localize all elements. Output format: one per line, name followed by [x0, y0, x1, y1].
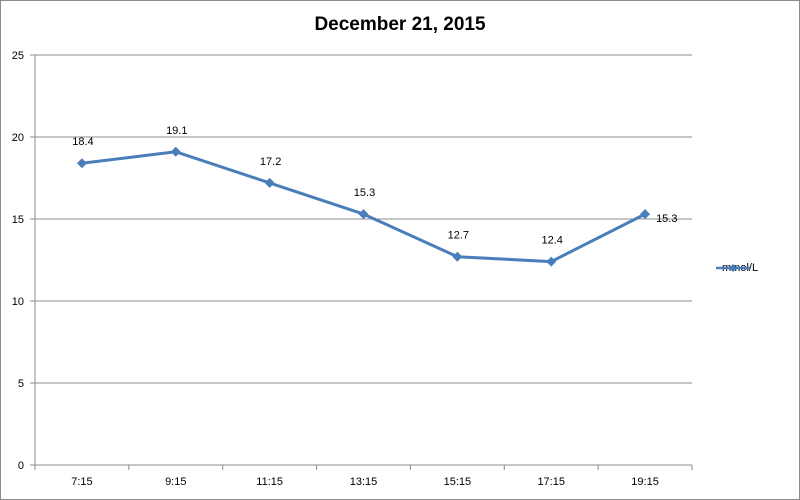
y-tick-label: 25 — [12, 50, 24, 62]
data-labels: 18.4 19.1 17.2 15.3 12.7 12.4 15.3 — [72, 125, 677, 247]
x-tick-label: 15:15 — [444, 476, 472, 488]
y-tick-label: 15 — [12, 214, 24, 226]
x-axis-ticks: 7:15 9:15 11:15 13:15 15:15 17:15 19:15 — [34, 465, 693, 488]
chart-title: December 21, 2015 — [314, 14, 486, 35]
data-label: 17.2 — [260, 156, 281, 168]
x-tick-label: 7:15 — [71, 476, 92, 488]
data-point-marker — [358, 209, 369, 220]
x-tick-label: 11:15 — [256, 476, 283, 488]
data-point-marker — [546, 256, 557, 267]
data-point-marker — [640, 209, 651, 220]
series-mmol-l — [76, 146, 651, 267]
x-tick-label: 13:15 — [350, 476, 378, 488]
data-point-marker — [170, 146, 181, 157]
data-label: 18.4 — [72, 136, 93, 148]
axes — [34, 55, 692, 466]
y-tick-label: 5 — [18, 378, 24, 390]
x-tick-label: 17:15 — [537, 476, 565, 488]
y-tick-label: 0 — [18, 460, 24, 472]
y-tick-label: 20 — [12, 132, 24, 144]
legend-marker-icon — [716, 264, 750, 272]
data-point-marker — [452, 251, 463, 262]
data-label: 15.3 — [354, 187, 375, 199]
y-axis-ticks: 0 5 10 15 20 25 — [12, 50, 35, 472]
x-tick-label: 9:15 — [165, 476, 186, 488]
data-label: 19.1 — [166, 125, 187, 137]
data-label: 15.3 — [656, 213, 677, 225]
data-label: 12.7 — [448, 230, 469, 242]
data-point-marker — [76, 158, 87, 169]
data-point-marker — [264, 177, 275, 188]
y-tick-label: 10 — [12, 296, 24, 308]
legend: mmol/L — [716, 262, 758, 274]
data-label: 12.4 — [542, 235, 563, 247]
x-tick-label: 19:15 — [631, 476, 659, 488]
